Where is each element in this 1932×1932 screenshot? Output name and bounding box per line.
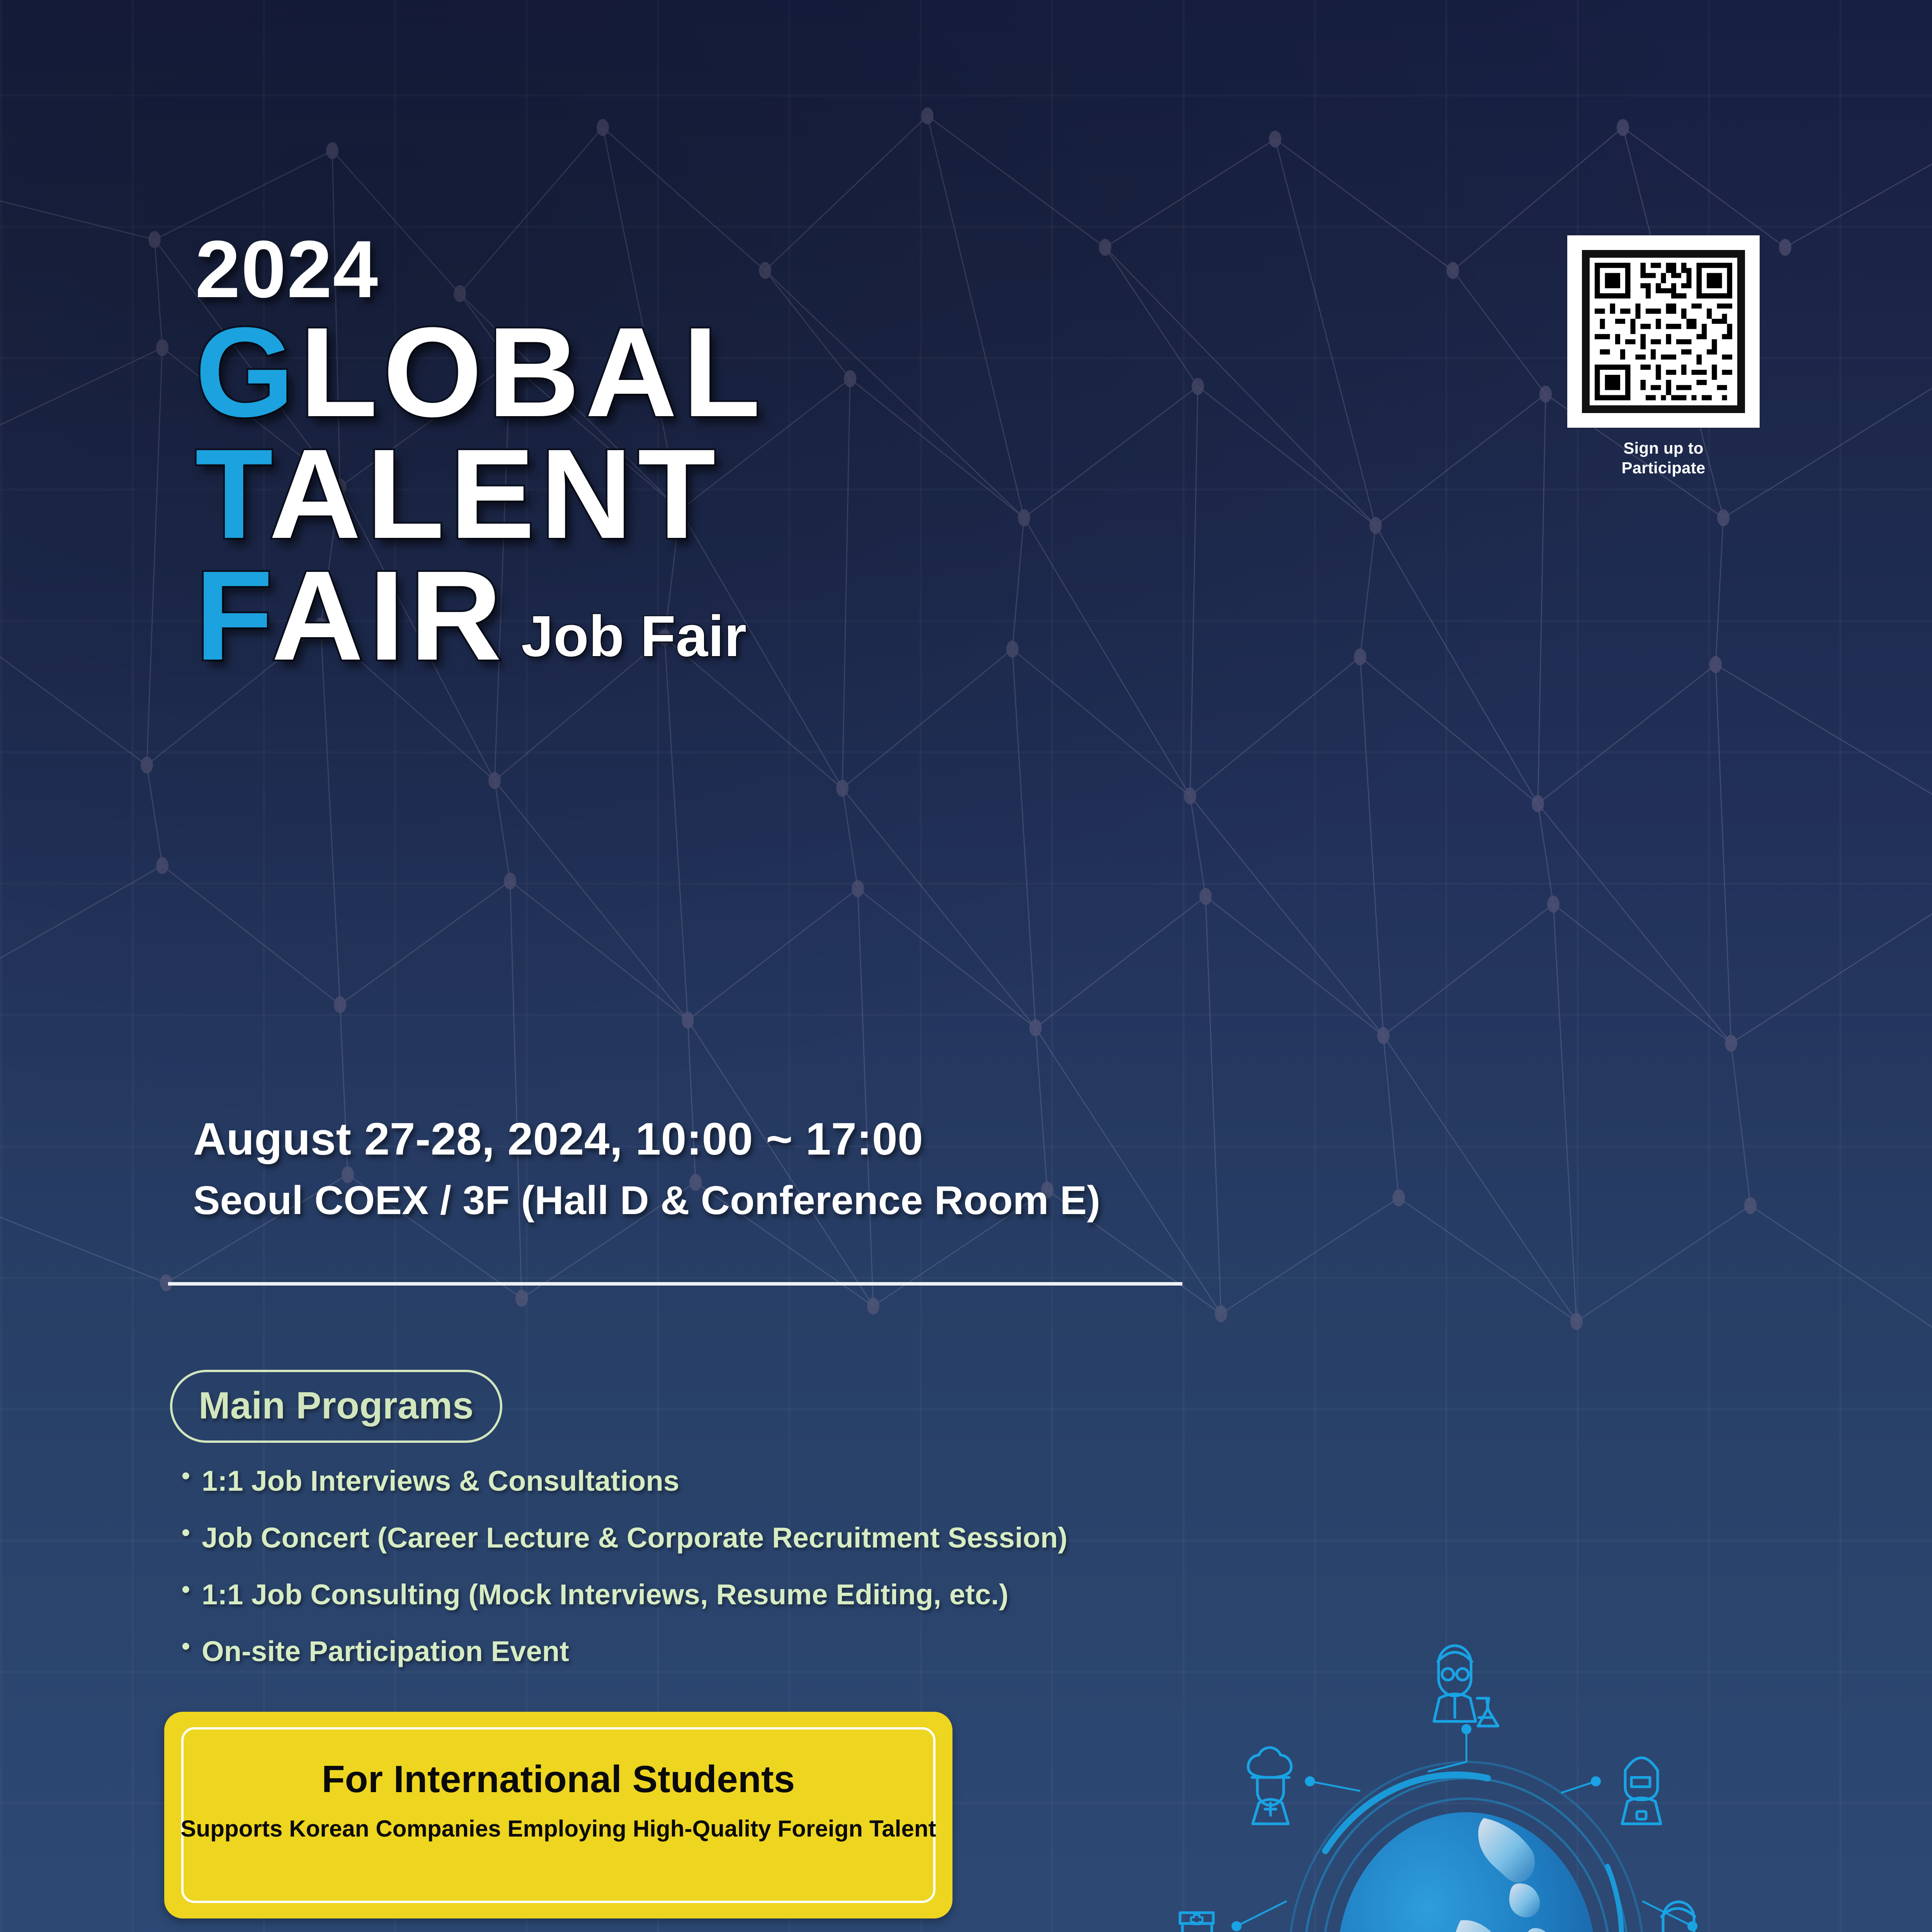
- qr-caption-line1: Sign up to: [1623, 439, 1704, 457]
- qr-code-icon: [1582, 250, 1745, 413]
- event-meta: August 27-28, 2024, 10:00 ~ 17:00 Seoul …: [193, 1113, 1468, 1224]
- qr-signup-block[interactable]: Sign up to Participate: [1567, 235, 1760, 478]
- qr-code-card[interactable]: [1567, 235, 1760, 428]
- card-title: For International Students: [321, 1758, 795, 1800]
- poster-title-block: 2024 GLOBAL TALENT FAIR Job Fair: [193, 224, 1470, 687]
- background-network-pattern: [0, 107, 1932, 1330]
- card-subtitle: Supports Korean Companies Employing High…: [180, 1816, 936, 1842]
- section-divider: [168, 1282, 1182, 1286]
- audience-card-international-students[interactable]: For International Students Supports Kore…: [164, 1712, 952, 1918]
- globe-illustration: [1055, 1596, 1878, 1932]
- list-item: Job Concert (Career Lecture & Corporate …: [182, 1519, 1302, 1554]
- title-subtitle: Job Fair: [520, 604, 747, 669]
- audience-cards: For International Students Supports Kore…: [164, 1712, 952, 1932]
- poster-year: 2024: [195, 224, 379, 315]
- event-venue: Seoul COEX / 3F (Hall D & Conference Roo…: [193, 1178, 1100, 1223]
- list-item: 1:1 Job Interviews & Consultations: [182, 1462, 1302, 1497]
- title-line-fair: FAIR Job Fair: [193, 544, 747, 687]
- list-item: On-site Participation Event: [182, 1633, 1302, 1668]
- list-item: 1:1 Job Consulting (Mock Interviews, Res…: [182, 1576, 1302, 1611]
- event-date: August 27-28, 2024, 10:00 ~ 17:00: [193, 1114, 923, 1165]
- title-line-talent: TALENT: [193, 422, 721, 565]
- main-programs-heading: Main Programs: [170, 1370, 502, 1443]
- main-programs-list: 1:1 Job Interviews & Consultations Job C…: [182, 1462, 1302, 1692]
- title-line-global: GLOBAL: [194, 301, 766, 443]
- qr-caption: Sign up to Participate: [1567, 438, 1760, 478]
- qr-caption-line2: Participate: [1621, 459, 1706, 477]
